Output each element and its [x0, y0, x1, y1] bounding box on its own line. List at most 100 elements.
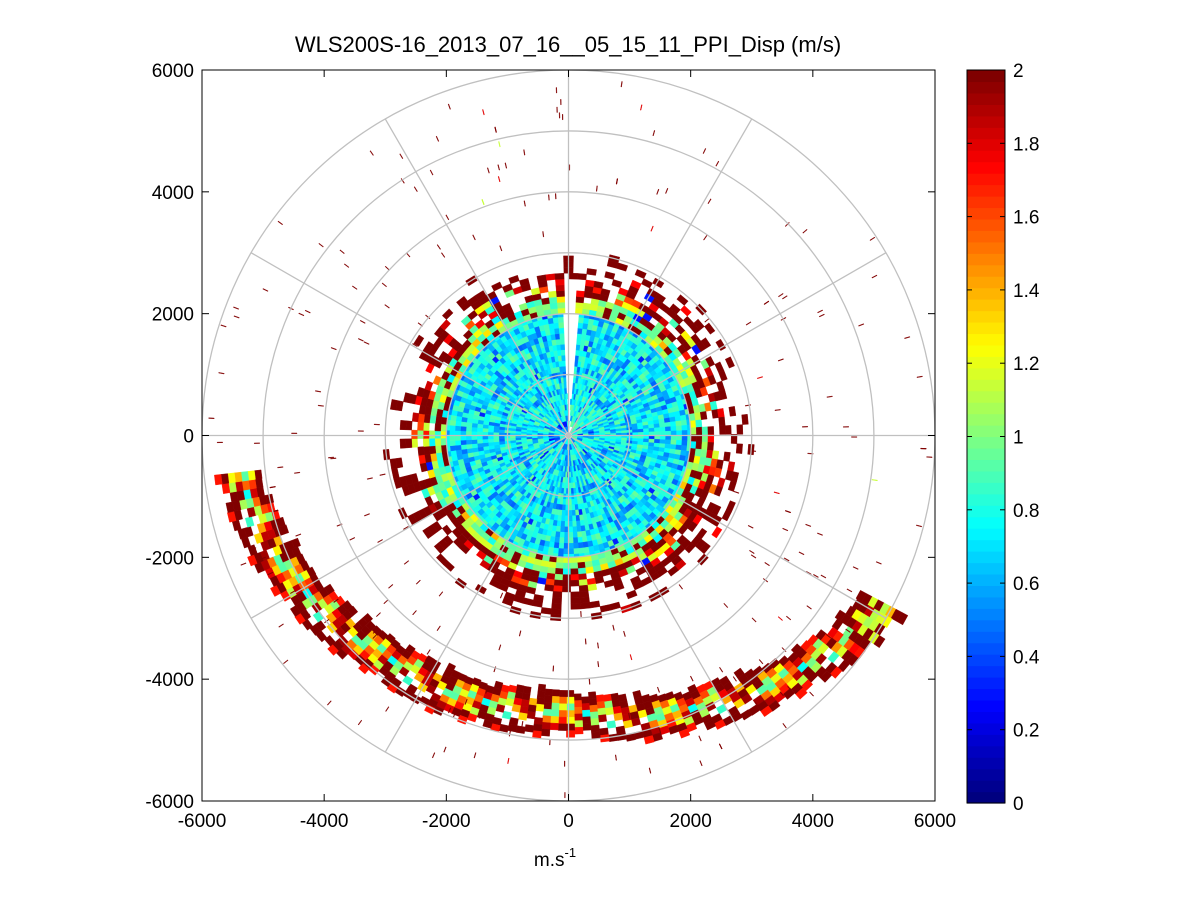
data-cells-layer — [208, 81, 933, 799]
colorbar-level — [967, 321, 1005, 335]
data-cell — [590, 718, 600, 726]
data-cell — [588, 691, 597, 700]
data-cell — [563, 532, 569, 539]
data-cell — [550, 608, 562, 616]
y-tick-label: 0 — [183, 427, 194, 448]
data-cell — [665, 435, 672, 441]
data-cell — [465, 435, 472, 441]
data-cell — [563, 543, 569, 550]
data-cell — [428, 430, 436, 439]
data-cell — [570, 562, 579, 570]
colorbar-level — [967, 287, 1005, 300]
colorbar-level — [967, 551, 1005, 564]
data-cell — [701, 441, 709, 451]
x-tick-label: -2000 — [422, 811, 471, 832]
data-cell — [573, 693, 582, 701]
data-cell — [422, 430, 430, 439]
data-cell — [653, 423, 660, 429]
colorbar-level — [967, 642, 1005, 655]
colorbar-level — [967, 631, 1005, 644]
colorbar-level — [967, 379, 1005, 392]
data-cell — [558, 327, 565, 334]
data-cell — [449, 419, 457, 426]
data-cell — [570, 603, 581, 610]
data-cell — [471, 426, 478, 432]
data-cell — [254, 469, 263, 480]
data-cell — [566, 723, 575, 731]
colorbar-level — [967, 92, 1005, 105]
data-cell — [571, 499, 575, 506]
data-cell — [570, 488, 574, 495]
data-cell — [548, 296, 558, 304]
colorbar-level — [967, 195, 1005, 209]
data-cell — [555, 284, 565, 292]
data-cell — [509, 437, 516, 441]
colorbar-level — [967, 127, 1005, 140]
data-cell — [548, 322, 555, 330]
data-cell — [548, 290, 558, 298]
data-cell — [736, 424, 744, 435]
x-axis-label-main: m.s — [534, 850, 565, 871]
data-cell — [568, 532, 574, 539]
colorbar-level — [967, 768, 1005, 781]
data-cell — [558, 537, 565, 544]
data-cell — [562, 114, 564, 121]
data-cell — [555, 562, 564, 570]
data-cell — [581, 703, 590, 711]
data-cell — [606, 720, 617, 729]
data-cell — [603, 700, 613, 709]
data-cell — [537, 683, 546, 692]
colorbar-tick-label: 1.6 — [1013, 208, 1039, 229]
data-cell — [696, 426, 703, 435]
data-cell — [572, 537, 579, 544]
data-cell — [247, 470, 256, 481]
data-cell — [565, 393, 568, 400]
data-cell — [557, 548, 564, 555]
data-cell — [560, 349, 566, 356]
data-cell — [581, 709, 591, 718]
data-cell — [579, 596, 590, 604]
colorbar-level — [967, 688, 1005, 701]
data-cell — [564, 398, 568, 405]
data-cell — [597, 707, 607, 716]
colorbar-level — [967, 264, 1005, 277]
data-cell — [291, 432, 298, 434]
data-cell — [559, 333, 565, 340]
data-cell — [574, 726, 584, 735]
data-cell — [588, 698, 598, 706]
data-cell — [542, 708, 552, 717]
data-cell — [675, 425, 683, 432]
data-cell — [556, 290, 565, 298]
colorbar-level — [967, 711, 1005, 724]
data-cell — [568, 471, 572, 478]
colorbar-tick-label: 1.8 — [1013, 134, 1039, 155]
data-cell — [454, 435, 461, 441]
data-cell — [566, 716, 575, 725]
data-cell — [562, 568, 571, 575]
data-cell — [580, 602, 591, 610]
data-cell — [577, 561, 586, 569]
data-cell — [670, 439, 677, 446]
data-cell — [449, 430, 456, 436]
colorbar-level — [967, 138, 1005, 151]
data-cell — [551, 596, 562, 604]
data-cell — [555, 87, 558, 94]
data-cell — [664, 421, 671, 428]
data-cell — [621, 430, 628, 434]
data-cell — [471, 439, 478, 445]
data-cell — [536, 274, 547, 283]
data-cell — [554, 327, 560, 335]
data-cell — [597, 714, 607, 723]
data-cell — [675, 420, 682, 427]
data-cell — [532, 730, 542, 739]
data-cell — [573, 700, 583, 708]
data-cell — [566, 730, 576, 738]
data-cell — [518, 712, 528, 721]
data-cell — [545, 273, 556, 281]
colorbar-level — [967, 253, 1005, 266]
data-cell — [561, 354, 566, 362]
colorbar-level — [967, 699, 1005, 712]
colorbar-level — [967, 344, 1005, 357]
data-cell — [554, 568, 564, 575]
data-cell — [711, 450, 720, 460]
